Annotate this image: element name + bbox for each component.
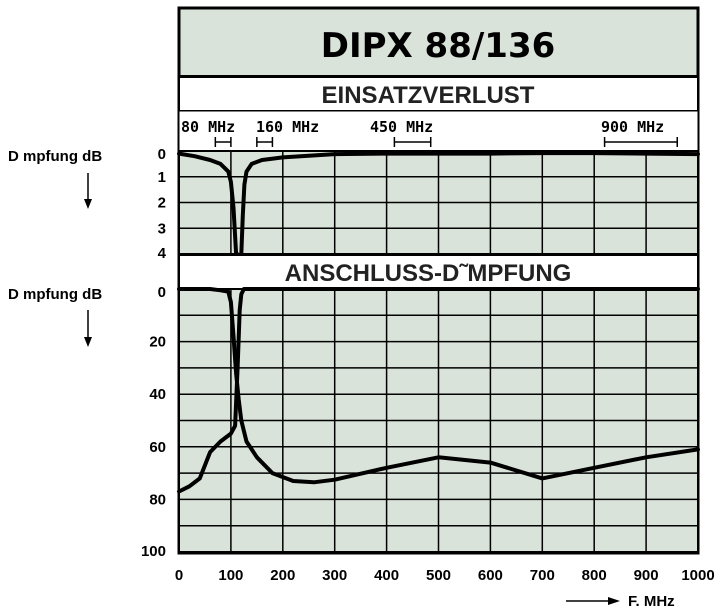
panel2-subtitle: ANSCHLUSS-D˜MPFUNG — [285, 260, 572, 287]
panel1-ylabel: D mpfung dB — [8, 148, 102, 165]
x-axis-label: F. MHz — [628, 593, 675, 609]
series-line-2 — [177, 287, 700, 485]
x-tick-label: 800 — [582, 567, 607, 584]
panel1-ylabel-arrowhead — [84, 199, 92, 209]
x-tick-label: 1000 — [681, 567, 714, 584]
series-line-1 — [177, 151, 240, 256]
x-tick-label: 400 — [374, 567, 399, 584]
x-tick-label: 200 — [270, 567, 295, 584]
panel1-grid — [179, 151, 698, 254]
y-tick-label: 1 — [158, 169, 166, 186]
panel1-series — [177, 151, 700, 256]
x-tick-label: 300 — [322, 567, 347, 584]
y-tick-label: 0 — [158, 146, 166, 163]
y-tick-label: 20 — [149, 334, 166, 351]
freq-marker-label: 900 MHz — [601, 118, 664, 136]
freq-marker-label: 450 MHz — [370, 118, 433, 136]
y-tick-label: 4 — [158, 245, 167, 262]
freq-marker-label: 80 MHz — [181, 118, 235, 136]
x-tick-label: 700 — [530, 567, 555, 584]
y-tick-label: 0 — [158, 284, 166, 301]
series-line-2 — [239, 151, 700, 256]
panel1-subtitle-band — [178, 76, 699, 112]
series-line-1 — [177, 287, 700, 494]
y-tick-label: 60 — [149, 439, 166, 456]
y-tick-label: 3 — [158, 220, 166, 237]
panel2-series — [177, 287, 700, 494]
y-tick-label: 80 — [149, 491, 166, 508]
x-tick-label: 500 — [426, 567, 451, 584]
panel2-grid — [179, 289, 698, 552]
chart-title: DIPX 88/136 — [321, 26, 556, 66]
xlabel-arrowhead — [608, 597, 620, 605]
x-tick-label: 900 — [634, 567, 659, 584]
panel1-subtitle: EINSATZVERLUST — [322, 82, 535, 109]
freq-marker-label: 160 MHz — [256, 118, 319, 136]
panel2-ylabel-arrowhead — [84, 337, 92, 347]
panel2-subtitle-band — [178, 254, 699, 290]
panel1-y-ticks: 0 1 2 3 4 — [158, 146, 167, 262]
x-tick-label: 600 — [478, 567, 503, 584]
x-axis-ticks: 0 100 200 300 400 500 600 700 800 900 1000 — [175, 567, 715, 584]
x-tick-label: 100 — [218, 567, 243, 584]
y-tick-label: 40 — [149, 386, 166, 403]
freq-markers: 80 MHz 160 MHz 450 MHz 900 MHz — [181, 118, 678, 147]
panel2-y-ticks: 0 20 40 60 80 100 — [141, 284, 166, 560]
y-tick-label: 100 — [141, 543, 166, 560]
y-tick-label: 2 — [158, 195, 166, 212]
panel2-ylabel: D mpfung dB — [8, 286, 102, 303]
x-tick-label: 0 — [175, 567, 183, 584]
